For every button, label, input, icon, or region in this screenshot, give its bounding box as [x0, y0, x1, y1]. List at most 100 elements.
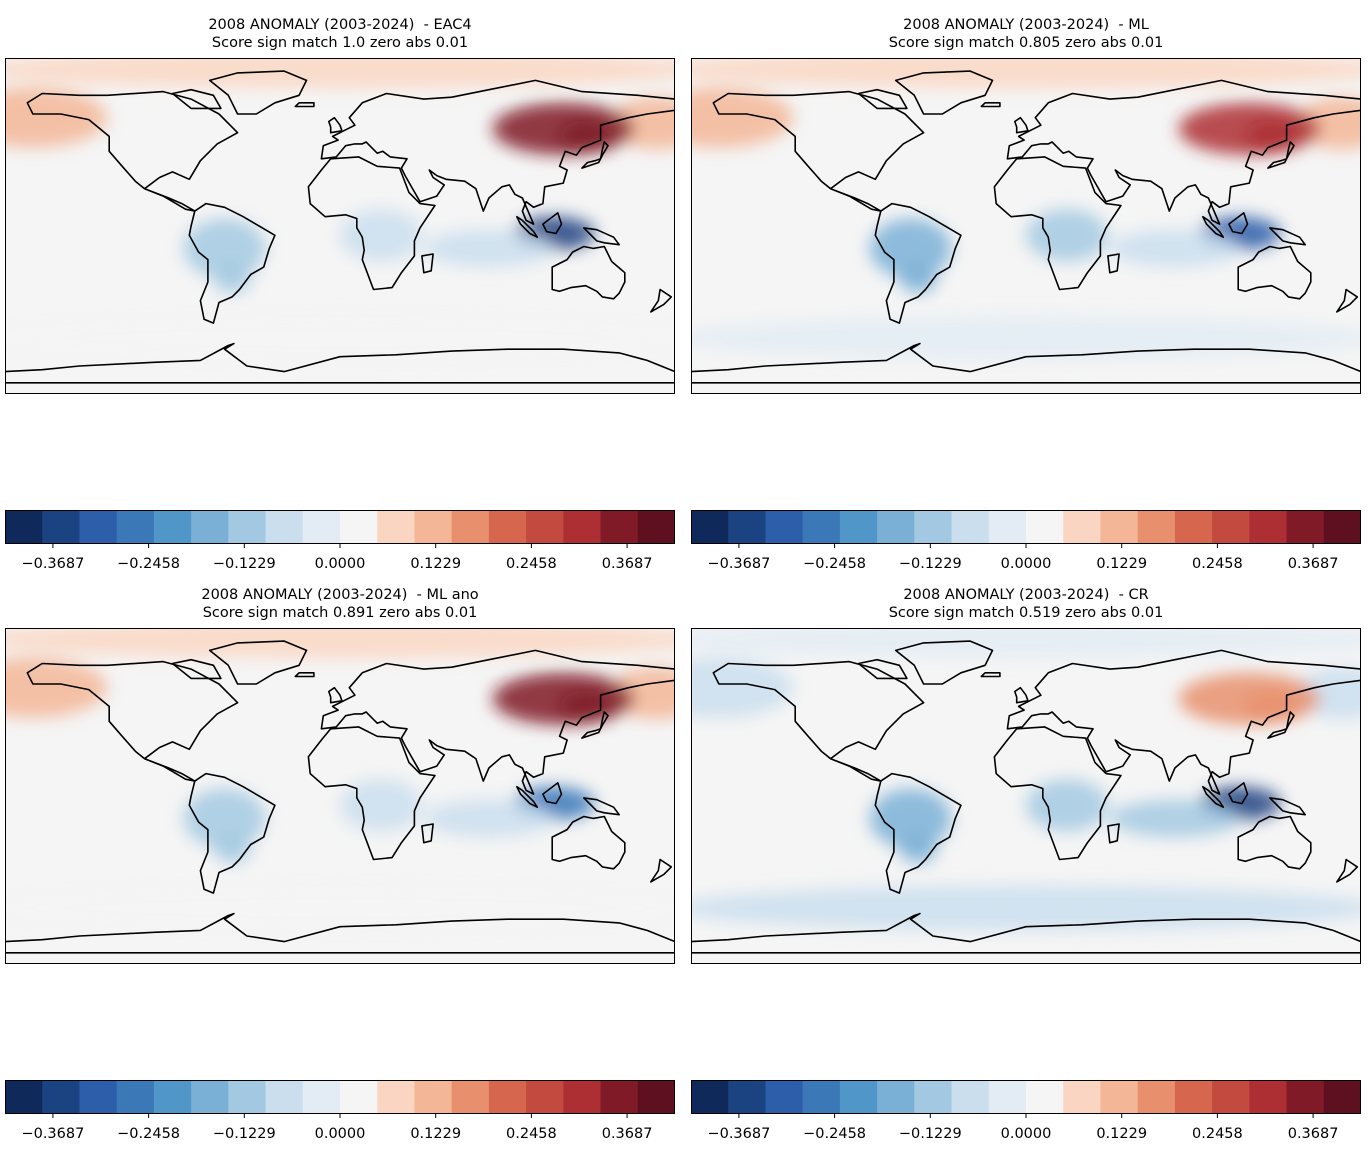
anomaly-region	[1245, 689, 1298, 724]
coastline-samerica	[874, 772, 962, 894]
colorbar-segment	[600, 510, 639, 544]
panel-title: 2008 ANOMALY (2003-2024) - EAC4 Score si…	[0, 16, 680, 52]
anomaly-region	[183, 788, 266, 849]
coastline-antarctica	[5, 342, 675, 384]
coastline-eurasia	[1006, 79, 1361, 225]
anomaly-region	[899, 833, 937, 864]
coastline-iceland	[980, 102, 1001, 108]
anomaly-region	[529, 794, 560, 810]
coastline-baffin	[171, 88, 222, 110]
colorbar-segment	[914, 510, 953, 544]
coastline-newguinea	[583, 797, 620, 816]
coastline-iceland	[980, 672, 1001, 678]
map-panel-eac4: 2008 ANOMALY (2003-2024) - EAC4 Score si…	[0, 0, 676, 572]
coastline-eurasia	[1006, 649, 1361, 795]
coastline-australia	[551, 245, 626, 300]
coastline-uk	[1014, 116, 1029, 134]
coastline-australia	[551, 815, 626, 870]
colorbar-segment	[839, 510, 878, 544]
colorbar-segment	[637, 510, 676, 544]
colorbar-tick-label: 0.3687	[1288, 556, 1339, 572]
anomaly-region	[869, 218, 952, 279]
colorbar-segment	[265, 1080, 304, 1114]
coastline-japan	[1267, 141, 1295, 169]
colorbar-segment	[377, 1080, 416, 1114]
colorbar-segment	[265, 510, 304, 544]
anomaly-region	[5, 885, 675, 931]
colorbar-tick-label: 0.1229	[1096, 556, 1147, 572]
colorbar-tick-label: 0.1229	[410, 1126, 461, 1142]
colorbar-segment	[728, 1080, 767, 1114]
colorbar-tick-label: −0.2458	[117, 1126, 180, 1142]
colorbar-segment	[1323, 510, 1362, 544]
colorbar-tick-label: 0.2458	[506, 556, 557, 572]
panel-title: 2008 ANOMALY (2003-2024) - ML Score sign…	[686, 16, 1366, 52]
colorbar-segment	[42, 510, 81, 544]
colorbar-frame	[691, 510, 1361, 544]
colorbar-segment	[765, 1080, 804, 1114]
map-frame	[5, 58, 675, 394]
colorbar-segment	[414, 510, 453, 544]
colorbar-segment	[42, 1080, 81, 1114]
anomaly-region	[183, 218, 266, 279]
colorbar-tick-label: −0.1229	[213, 1126, 276, 1142]
colorbar-svg: −0.3687 −0.2458 −0.1229 0.0000 0.1229 0.2458 0…	[5, 1080, 676, 1142]
colorbar-segment	[1100, 510, 1139, 544]
colorbar-segment	[340, 510, 378, 544]
map-area	[5, 58, 675, 394]
colorbar-tick-label: 0.3687	[1288, 1126, 1339, 1142]
colorbar-segment	[451, 510, 490, 544]
colorbar-segment	[377, 510, 416, 544]
anomaly-region	[5, 58, 675, 88]
coastline-newguinea	[583, 227, 620, 246]
coastline-madagascar	[421, 253, 434, 274]
coastline-samerica	[188, 772, 276, 894]
coastline-namerica	[26, 90, 239, 212]
subtitle-line: Score sign match 1.0 zero abs 0.01	[211, 35, 469, 51]
coastline-sumatra	[1202, 785, 1225, 808]
anomaly-region	[213, 263, 251, 294]
colorbar-tick-label: −0.3687	[21, 1126, 84, 1142]
coastline-newguinea	[1269, 227, 1306, 246]
coastline-samerica	[874, 202, 962, 324]
colorbar-tick-label: −0.2458	[803, 1126, 866, 1142]
coastline-antarctica	[691, 342, 1361, 384]
map-svg	[691, 628, 1361, 964]
title-line: 2008 ANOMALY (2003-2024) - CR	[903, 587, 1149, 603]
colorbar-tick-label: −0.3687	[707, 556, 770, 572]
colorbar-segment	[877, 510, 915, 544]
anomaly-region	[5, 315, 675, 361]
colorbar-segment	[839, 1080, 878, 1114]
coastline-antarctica	[5, 912, 675, 954]
colorbar-segment	[951, 510, 990, 544]
coastline-borneo	[1228, 782, 1249, 805]
coastlines	[691, 70, 1361, 384]
colorbar-segment	[302, 510, 341, 544]
coastline-japan	[1267, 711, 1295, 739]
coastline-samerica	[188, 202, 276, 324]
colorbar-segment	[600, 1080, 639, 1114]
colorbar-segment	[1249, 510, 1288, 544]
title-line: 2008 ANOMALY (2003-2024) - EAC4	[208, 17, 472, 33]
coastline-africa	[993, 156, 1122, 291]
map-svg	[5, 628, 675, 964]
colorbar-segment	[637, 1080, 676, 1114]
colorbar-segment	[728, 510, 767, 544]
title-line: 2008 ANOMALY (2003-2024) - ML ano	[201, 587, 479, 603]
coastline-africa	[307, 156, 436, 291]
anomaly-region	[213, 833, 251, 864]
map-panel-ml-ano: 2008 ANOMALY (2003-2024) - ML ano Score …	[0, 570, 676, 1142]
colorbar-tick-label: 0.2458	[1192, 1126, 1243, 1142]
coastline-namerica	[712, 90, 925, 212]
anomaly-region	[691, 885, 1361, 931]
colorbar-tick-label: 0.3687	[602, 556, 653, 572]
map-svg	[5, 58, 675, 394]
coastline-madagascar	[421, 823, 434, 844]
colorbar-segment	[488, 1080, 527, 1114]
coastline-baffin	[857, 658, 908, 680]
anomaly-region	[691, 87, 794, 148]
coastline-australia	[1237, 815, 1312, 870]
coastline-eurasia	[320, 79, 675, 225]
colorbar-segment	[877, 1080, 915, 1114]
colorbar-segment	[79, 510, 118, 544]
